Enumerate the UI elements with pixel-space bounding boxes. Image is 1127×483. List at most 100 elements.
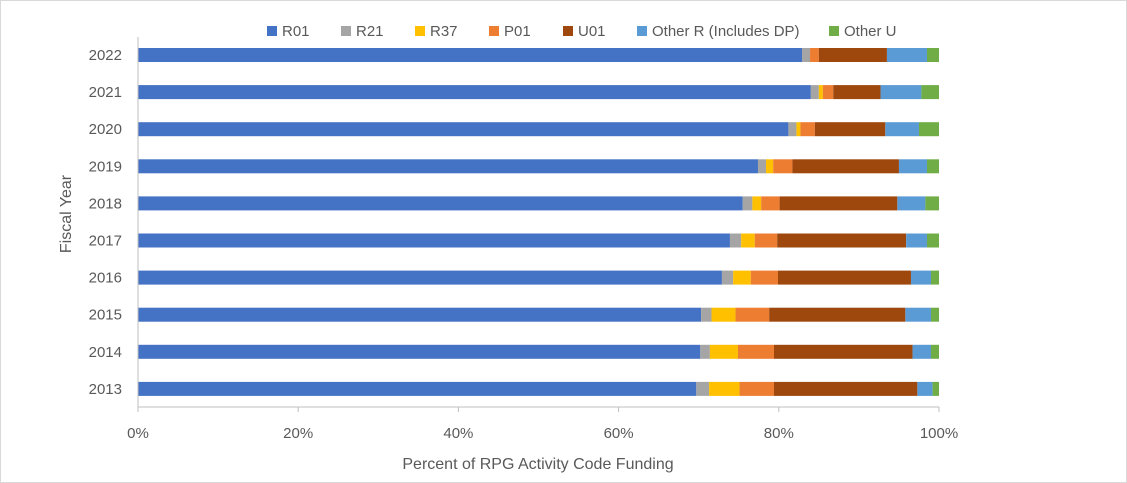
bar-segment-u01-2019: [792, 159, 899, 174]
bar-segment-r01-2017: [138, 233, 730, 248]
bar-segment-other-u-2015: [930, 307, 939, 322]
bar-segment-u01-2018: [779, 196, 898, 211]
bar-segment-u01-2015: [769, 307, 906, 322]
bar-segment-u01-2022: [818, 48, 887, 62]
bar-segment-other-u-2018: [925, 196, 939, 211]
bar-segment-r01-2014: [138, 344, 701, 359]
bar-segment-p01-2015: [735, 307, 770, 322]
bar-segment-other-r-includes-dp-2021: [880, 85, 922, 100]
bar-segment-p01-2019: [773, 159, 793, 174]
bar-segment-r21-2020: [788, 122, 797, 137]
bar-segment-other-r-includes-dp-2018: [897, 196, 926, 211]
bar-segment-u01-2016: [777, 270, 911, 285]
legend-swatch-p01: [489, 26, 499, 36]
bar-segment-p01-2018: [761, 196, 780, 211]
bar-row-2015: 2015: [89, 307, 939, 324]
bar-segment-r01-2018: [138, 196, 743, 211]
bar-segment-r21-2014: [700, 344, 710, 359]
legend: R01 R21 R37 P01 U01 Other R (Includes DP) Othe…: [267, 23, 897, 40]
bar-segment-r21-2017: [729, 233, 742, 248]
legend-swatch-other-r-includes-dp: [637, 26, 647, 36]
x-axis-title: Percent of RPG Activity Code Funding: [402, 456, 673, 473]
axes: 0% 20% 40% 60% 80% 100%: [127, 37, 958, 442]
bar-segment-u01-2017: [777, 233, 907, 248]
bar-row-2020: 2020: [89, 121, 939, 138]
y-tick-label: 2016: [89, 270, 122, 287]
bar-row-2014: 2014: [89, 344, 939, 361]
x-tick-label: 60%: [604, 425, 634, 442]
bar-segment-other-u-2019: [926, 159, 939, 174]
bar-segment-r01-2016: [138, 270, 722, 285]
bar-segment-r21-2021: [810, 85, 819, 100]
legend-label-r37: R37: [430, 23, 458, 40]
bar-segment-r01-2021: [138, 85, 811, 100]
bar-segment-other-u-2013: [932, 381, 939, 396]
bar-segment-other-u-2017: [926, 233, 939, 248]
bar-segment-r01-2015: [138, 307, 702, 322]
bar-segment-other-r-includes-dp-2022: [886, 48, 927, 62]
bar-segment-r21-2013: [696, 381, 710, 396]
legend-label-r21: R21: [356, 23, 384, 40]
y-tick-label: 2021: [89, 84, 122, 101]
bar-segment-other-r-includes-dp-2020: [885, 122, 919, 137]
bar-segment-p01-2014: [737, 344, 774, 359]
bar-segment-r37-2015: [711, 307, 736, 322]
bar-segment-u01-2014: [773, 344, 913, 359]
legend-label-u01: U01: [578, 23, 606, 40]
bar-segment-r21-2022: [802, 48, 811, 62]
bar-segment-other-u-2021: [921, 85, 939, 100]
bar-segment-r01-2019: [138, 159, 758, 174]
bar-segment-other-r-includes-dp-2016: [910, 270, 931, 285]
bar-segment-r37-2014: [709, 344, 738, 359]
bar-row-2016: 2016: [89, 270, 939, 287]
legend-label-r01: R01: [282, 23, 310, 40]
plot-area: 2022 2021 2020 2019 2018 2017 2016 2015 2014 2013: [89, 47, 939, 398]
x-tick-label: 0%: [127, 425, 149, 442]
bar-segment-other-u-2020: [918, 122, 939, 137]
bar-segment-r21-2015: [701, 307, 712, 322]
legend-label-other-r-includes-dp: Other R (Includes DP): [652, 23, 800, 40]
bar-segment-other-r-includes-dp-2017: [906, 233, 927, 248]
bar-segment-r37-2013: [709, 381, 740, 396]
bar-segment-p01-2020: [800, 122, 815, 137]
bar-segment-other-r-includes-dp-2014: [912, 344, 931, 359]
bar-row-2018: 2018: [89, 195, 939, 212]
legend-item-r21: R21: [341, 23, 384, 40]
bar-segment-p01-2021: [822, 85, 834, 100]
legend-item-r37: R37: [415, 23, 458, 40]
x-tick-label: 100%: [920, 425, 958, 442]
bar-row-2017: 2017: [89, 233, 939, 250]
bar-segment-u01-2013: [773, 381, 918, 396]
bar-segment-other-u-2022: [926, 48, 939, 62]
bar-segment-other-r-includes-dp-2019: [898, 159, 927, 174]
y-tick-label: 2019: [89, 158, 122, 175]
legend-swatch-u01: [563, 26, 573, 36]
bar-segment-other-r-includes-dp-2013: [917, 381, 933, 396]
bar-segment-p01-2016: [750, 270, 778, 285]
legend-item-u01: U01: [563, 23, 606, 40]
legend-label-other-u: Other U: [844, 23, 897, 40]
x-tick-label: 20%: [283, 425, 313, 442]
y-tick-label: 2018: [89, 195, 122, 212]
legend-swatch-other-u: [829, 26, 839, 36]
legend-swatch-r37: [415, 26, 425, 36]
legend-swatch-r21: [341, 26, 351, 36]
bar-segment-p01-2022: [810, 48, 819, 62]
bar-segment-u01-2020: [814, 122, 886, 137]
y-tick-label: 2022: [89, 47, 122, 64]
y-axis-title: Fiscal Year: [58, 174, 75, 253]
bar-row-2021: 2021: [89, 84, 939, 101]
bar-row-2022: 2022: [89, 47, 939, 64]
bar-segment-r01-2022: [138, 48, 803, 62]
y-tick-label: 2017: [89, 233, 122, 250]
bar-segment-r21-2016: [721, 270, 734, 285]
legend-item-other-r-includes-dp: Other R (Includes DP): [637, 23, 800, 40]
bar-segment-r37-2021: [818, 85, 823, 100]
bar-segment-r21-2018: [742, 196, 753, 211]
bar-segment-other-r-includes-dp-2015: [905, 307, 931, 322]
bar-segment-r01-2013: [138, 381, 697, 396]
bar-segment-other-u-2016: [930, 270, 939, 285]
bar-segment-r37-2017: [741, 233, 755, 248]
